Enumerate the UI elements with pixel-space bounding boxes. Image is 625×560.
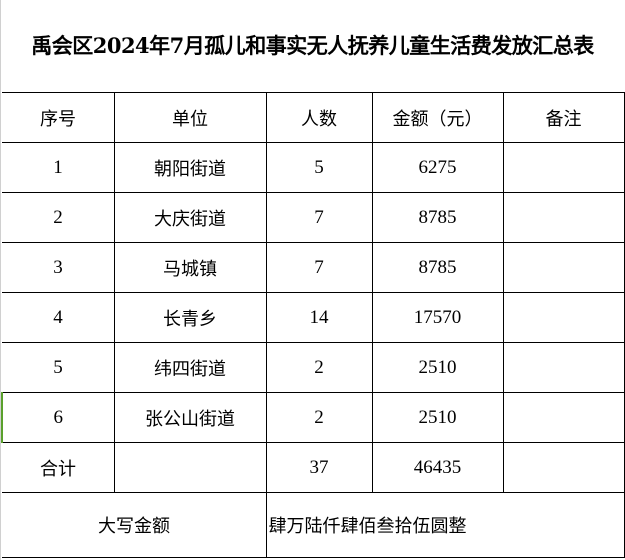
cell-count[interactable]: 2 [265,392,373,443]
capital-row: 大写金额 肆万陆仟肆佰叁拾伍圆整 [1,492,625,558]
cell-note[interactable] [502,392,625,443]
total-label[interactable]: 合计 [1,442,115,493]
cell-count[interactable]: 7 [265,192,373,243]
cell-no[interactable]: 1 [1,142,115,193]
total-note[interactable] [502,442,625,493]
cell-amount[interactable]: 8785 [371,192,504,243]
table-row: 1 朝阳街道 5 6275 [1,142,625,193]
header-row: 序号 单位 人数 金额（元） 备注 [1,92,625,143]
cell-no[interactable]: 5 [1,342,115,393]
capital-value[interactable]: 肆万陆仟肆佰叁拾伍圆整 [265,492,625,558]
cell-amount[interactable]: 6275 [371,142,504,193]
cell-note[interactable] [502,342,625,393]
header-cell[interactable]: 金额（元） [371,92,504,143]
cell-unit[interactable]: 大庆街道 [113,192,267,243]
header-cell[interactable]: 备注 [502,92,625,143]
cell-count[interactable]: 5 [265,142,373,193]
cell-unit[interactable]: 纬四街道 [113,342,267,393]
cell-count[interactable]: 2 [265,342,373,393]
header-cell[interactable]: 单位 [113,92,267,143]
capital-label[interactable]: 大写金额 [1,492,267,558]
cell-no[interactable]: 4 [1,292,115,343]
total-unit-cell[interactable] [113,442,267,493]
cell-amount[interactable]: 2510 [371,342,504,393]
table-row: 2 大庆街道 7 8785 [1,192,625,243]
cell-unit[interactable]: 张公山街道 [113,392,267,443]
table-row: 4 长青乡 14 17570 [1,292,625,343]
total-amount[interactable]: 46435 [371,442,504,493]
cell-count[interactable]: 7 [265,242,373,293]
cell-amount[interactable]: 17570 [371,292,504,343]
sheet-left-edge [0,0,1,560]
total-count[interactable]: 37 [265,442,373,493]
cell-no[interactable]: 6 [1,392,115,443]
cell-unit[interactable]: 长青乡 [113,292,267,343]
header-cell[interactable]: 人数 [265,92,373,143]
cell-amount[interactable]: 2510 [371,392,504,443]
total-row: 合计 37 46435 [1,442,625,493]
cell-note[interactable] [502,292,625,343]
cell-unit[interactable]: 马城镇 [113,242,267,293]
table-row: 3 马城镇 7 8785 [1,242,625,293]
table-row: 6 张公山街道 2 2510 [1,392,625,443]
cell-note[interactable] [502,192,625,243]
cell-no[interactable]: 2 [1,192,115,243]
page-title: 禹会区2024年7月孤儿和事实无人抚养儿童生活费发放汇总表 [31,33,594,58]
header-cell[interactable]: 序号 [1,92,115,143]
cell-amount[interactable]: 8785 [371,242,504,293]
cell-no[interactable]: 3 [1,242,115,293]
table-row: 5 纬四街道 2 2510 [1,342,625,393]
cell-note[interactable] [502,142,625,193]
cell-unit[interactable]: 朝阳街道 [113,142,267,193]
summary-table: 序号 单位 人数 金额（元） 备注 1 朝阳街道 5 6275 2 大庆街道 7… [1,92,625,558]
cell-note[interactable] [502,242,625,293]
cell-count[interactable]: 14 [265,292,373,343]
